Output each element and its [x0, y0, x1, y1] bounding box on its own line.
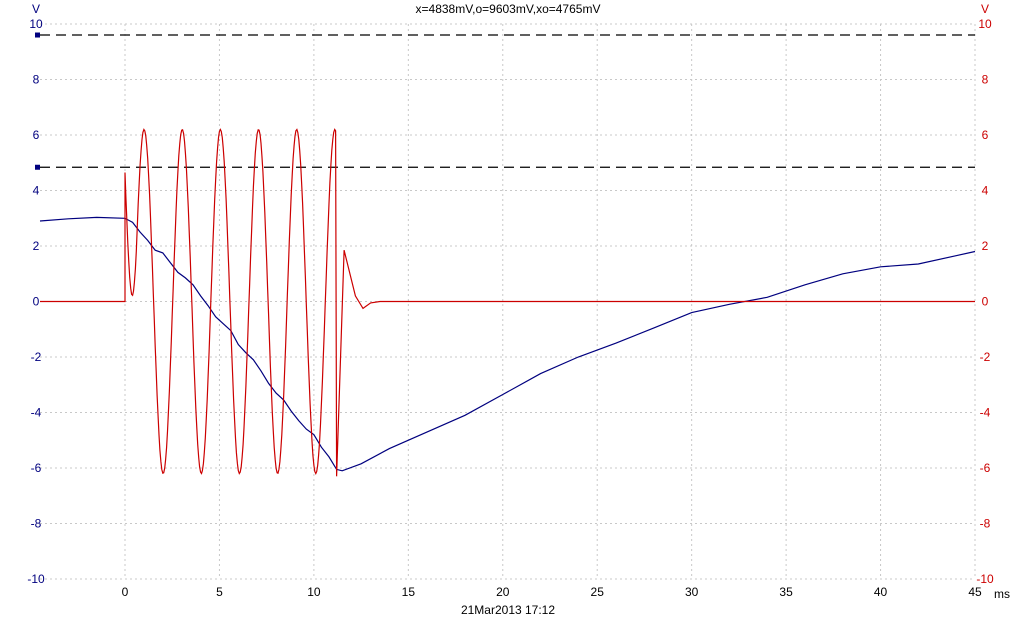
x-tick-label: 35 [779, 585, 793, 599]
traces [39, 128, 976, 477]
cursor-lines [35, 32, 975, 170]
right-y-tick-label: -2 [980, 350, 991, 364]
left-axis-unit: V [32, 2, 40, 16]
x-axis-unit: ms [994, 587, 1010, 601]
left-y-tick-label: 2 [33, 239, 40, 253]
right-y-tick-label: -10 [976, 572, 994, 586]
left-y-tick-label: -6 [31, 461, 42, 475]
right-y-tick-label: -6 [980, 461, 991, 475]
left-y-tick-label: 6 [33, 128, 40, 142]
right-axis-unit: V [981, 2, 989, 16]
x-tick-label: 20 [496, 585, 510, 599]
left-y-tick-label: -10 [27, 572, 45, 586]
right-y-tick-label: 6 [982, 128, 989, 142]
x-tick-label: 15 [402, 585, 416, 599]
right-y-tick-label: 0 [982, 295, 989, 309]
right-y-tick-label: 10 [978, 17, 992, 31]
series-red-trace [40, 128, 975, 477]
left-y-tick-label: 8 [33, 73, 40, 87]
right-y-tick-label: -4 [980, 406, 991, 420]
series-blue-trace [39, 216, 976, 472]
x-tick-label: 10 [307, 585, 321, 599]
x-tick-label: 25 [591, 585, 605, 599]
x-tick-label: 30 [685, 585, 699, 599]
left-y-tick-label: -8 [31, 517, 42, 531]
left-y-tick-label: 4 [33, 184, 40, 198]
right-y-tick-label: 8 [982, 73, 989, 87]
left-y-tick-label: 0 [33, 295, 40, 309]
x-tick-label: 5 [216, 585, 223, 599]
right-y-tick-label: 4 [982, 184, 989, 198]
timestamp: 21Mar2013 17:12 [461, 603, 555, 617]
x-tick-label: 0 [122, 585, 129, 599]
cursor-marker-o [35, 32, 40, 38]
left-y-tick-label: 10 [29, 17, 43, 31]
cursor-marker-x [35, 164, 40, 170]
right-y-tick-label: -8 [980, 517, 991, 531]
left-y-tick-label: -4 [31, 406, 42, 420]
cursor-readout: x=4838mV,o=9603mV,xo=4765mV [416, 2, 601, 16]
x-tick-label: 40 [874, 585, 888, 599]
axis-labels: x=4838mV,o=9603mV,xo=4765mV 21Mar2013 17… [27, 2, 1010, 617]
x-tick-label: 45 [968, 585, 982, 599]
left-y-tick-label: -2 [31, 350, 42, 364]
right-y-tick-label: 2 [982, 239, 989, 253]
